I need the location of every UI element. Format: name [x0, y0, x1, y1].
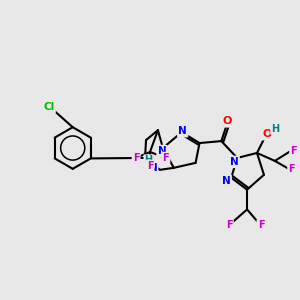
Text: N: N [158, 146, 166, 156]
Text: F: F [258, 220, 264, 230]
Text: H: H [271, 124, 279, 134]
Text: F: F [226, 220, 232, 230]
Text: Cl: Cl [43, 102, 55, 112]
Text: N: N [230, 157, 239, 167]
Text: N: N [148, 163, 157, 173]
Text: N: N [222, 176, 231, 186]
Text: F: F [290, 146, 297, 156]
Text: F: F [163, 153, 169, 163]
Text: O: O [262, 129, 272, 139]
Text: F: F [133, 153, 140, 163]
Text: F: F [147, 161, 153, 171]
Text: H: H [144, 155, 152, 165]
Text: F: F [288, 164, 295, 174]
Text: O: O [223, 116, 232, 126]
Text: N: N [178, 126, 187, 136]
